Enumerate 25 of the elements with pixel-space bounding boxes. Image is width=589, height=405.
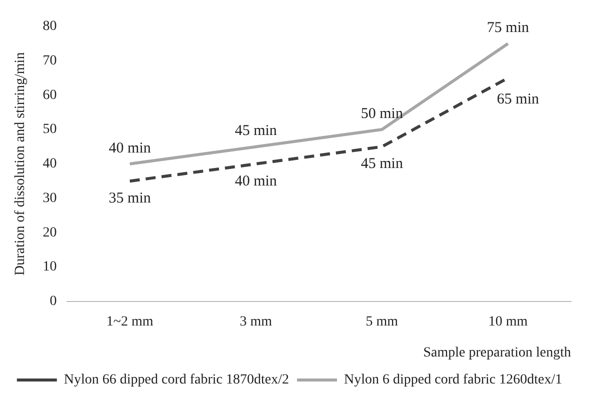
data-label: 45 min [234,123,278,140]
x-tick-label: 5 mm [366,314,398,330]
data-label: 35 min [108,190,152,207]
y-tick-label: 0 [50,294,57,310]
x-tick-label: 3 mm [240,314,272,330]
y-tick-label: 10 [42,260,57,275]
y-tick-label: 80 [42,19,57,34]
legend-label: Nylon 6 dipped cord fabric 1260dtex/1 [344,372,562,388]
data-label: 40 min [108,140,152,156]
y-tick-label: 50 [42,122,57,138]
data-label: 40 min [234,173,278,190]
y-tick-label: 40 [42,156,57,172]
y-axis-title: Duration of dissolution and stirring/min [13,52,28,276]
data-label: 75 min [486,20,530,36]
y-tick-label: 30 [42,190,57,206]
data-label: 45 min [360,156,404,172]
x-tick-label: 10 mm [488,314,528,330]
legend-label: Nylon 66 dipped cord fabric 1870dtex/2 [64,372,290,388]
data-label: 50 min [360,106,404,122]
data-label: 65 min [496,91,540,108]
y-tick-label: 70 [42,53,57,68]
x-axis-title: Sample preparation length [423,345,571,360]
y-tick-label: 60 [42,88,57,103]
y-tick-label: 20 [42,225,57,240]
x-tick-label: 1~2 mm [106,314,154,330]
